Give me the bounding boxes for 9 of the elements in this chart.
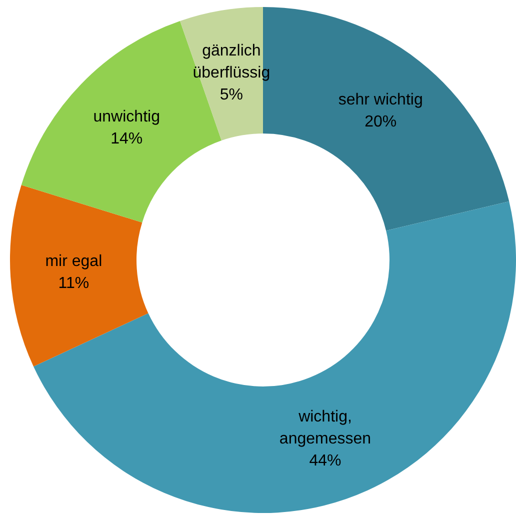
slice-label: sehr wichtig (338, 91, 423, 108)
data-label: 20% (364, 113, 397, 130)
slice-label: mir egal (45, 253, 102, 270)
slice-label: wichtig, angemessen (279, 408, 372, 448)
data-label: 5% (220, 86, 243, 104)
data-label: 14% (110, 130, 143, 148)
data-label: 44% (309, 452, 342, 470)
data-label: 11% (58, 275, 90, 292)
slice-label: unwichtig (93, 108, 160, 126)
